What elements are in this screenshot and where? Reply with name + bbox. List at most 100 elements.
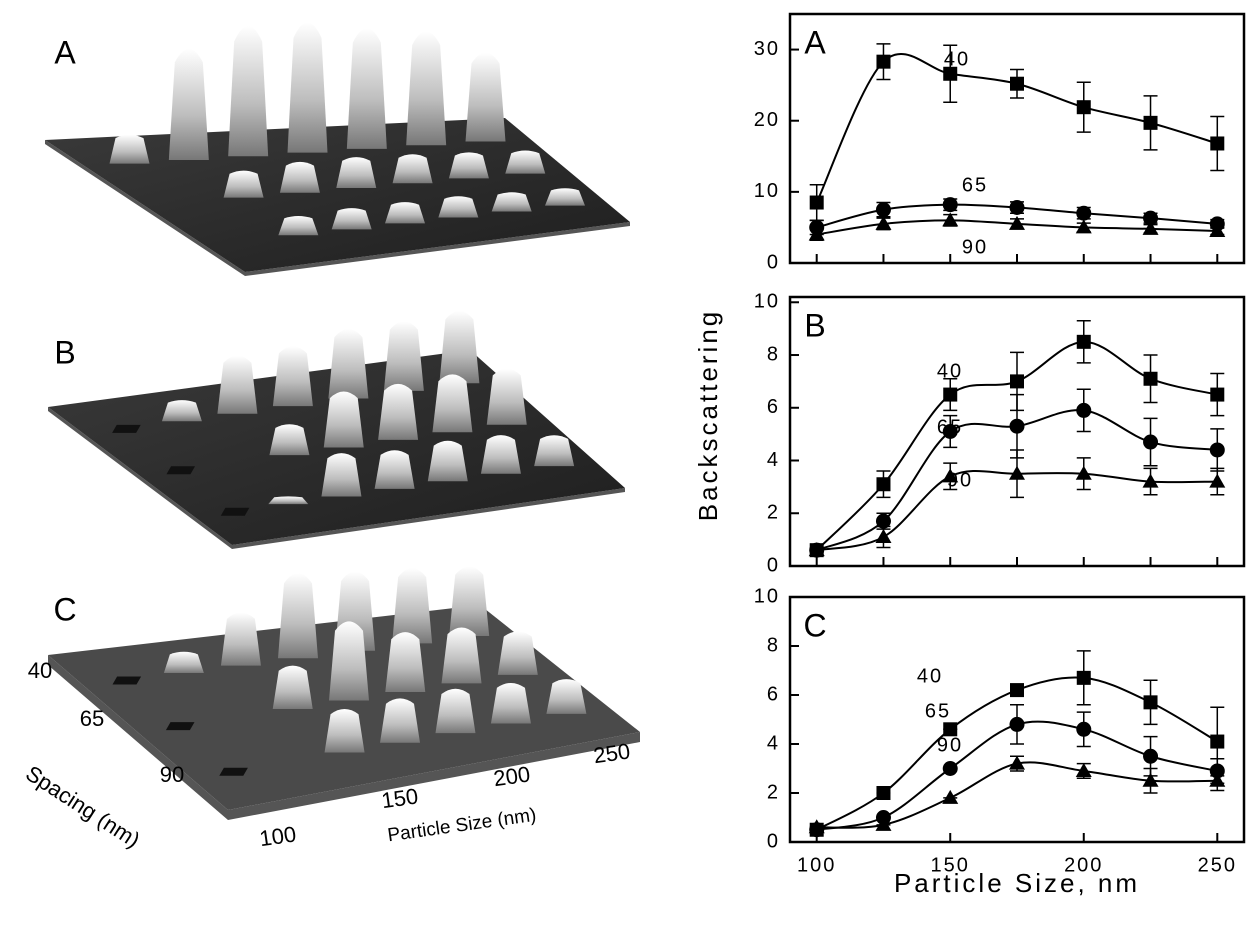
- peak: [268, 496, 308, 504]
- y-tick-label: 4: [767, 449, 780, 471]
- peak: [505, 150, 545, 173]
- y-tick-label: 10: [754, 585, 780, 607]
- series-label: 65: [962, 174, 988, 196]
- peak: [110, 135, 150, 164]
- size-tick-label: 200: [492, 761, 532, 791]
- panel-label: B: [804, 307, 825, 343]
- spacing-tick-label: 65: [80, 706, 104, 731]
- marker: [942, 790, 958, 804]
- y-tick-label: 30: [754, 38, 780, 60]
- marker: [876, 55, 890, 69]
- y-tick-label: 4: [767, 732, 780, 754]
- panel-label: C: [803, 607, 826, 643]
- peak: [492, 192, 532, 211]
- peak: [328, 329, 368, 398]
- y-tick-label: 6: [767, 683, 780, 705]
- x-tick-label: 250: [1198, 854, 1237, 876]
- peak: [228, 26, 268, 156]
- y-tick-label: 2: [767, 781, 780, 803]
- spacing-tick-label: 90: [160, 762, 184, 787]
- marker: [1143, 749, 1158, 764]
- marker: [943, 197, 958, 212]
- series-label: 90: [937, 734, 963, 756]
- x-axis-label: Particle Size, nm: [894, 868, 1140, 898]
- peak: [169, 49, 209, 160]
- pit: [166, 722, 195, 730]
- peak: [406, 31, 446, 145]
- marker: [1010, 374, 1024, 388]
- marker: [1077, 100, 1091, 114]
- marker: [1010, 683, 1024, 697]
- marker: [1010, 200, 1025, 215]
- size-label: Particle Size (nm): [386, 805, 537, 847]
- marker: [1210, 136, 1224, 150]
- peak: [224, 171, 264, 198]
- peak: [278, 573, 318, 658]
- spacing-label: Spacing (nm): [21, 760, 144, 852]
- surface-plots: A B C 40 65 90 Spacing (nm) 100 150 200 250 Particl…: [21, 22, 640, 852]
- peak: [332, 208, 372, 229]
- size-tick-label: 250: [592, 738, 632, 768]
- y-tick-label: 8: [767, 634, 780, 656]
- peak: [432, 374, 472, 432]
- peak: [324, 392, 364, 448]
- peak: [375, 450, 415, 489]
- y-tick-label: 0: [767, 251, 780, 273]
- peak: [534, 435, 574, 466]
- panel-label: C: [53, 591, 76, 627]
- y-tick-label: 0: [767, 554, 780, 576]
- series-label: 40: [944, 48, 970, 70]
- peak: [392, 568, 432, 643]
- peak: [325, 709, 365, 752]
- peak: [491, 683, 531, 724]
- peak: [221, 613, 261, 666]
- peak: [385, 632, 425, 692]
- marker: [1209, 474, 1225, 488]
- peak: [280, 162, 320, 193]
- marker: [1210, 735, 1224, 749]
- marker: [876, 202, 891, 217]
- pit: [221, 508, 250, 516]
- marker: [1076, 722, 1091, 737]
- series-label: 90: [947, 469, 973, 491]
- marker: [1143, 435, 1158, 450]
- size-tick-label: 150: [380, 783, 420, 813]
- y-tick-label: 20: [754, 109, 780, 131]
- peak: [347, 28, 387, 149]
- peak: [498, 631, 538, 674]
- series-label: 40: [937, 360, 963, 382]
- pit: [112, 676, 141, 684]
- marker: [943, 761, 958, 776]
- peak: [438, 196, 478, 217]
- peak: [393, 154, 433, 183]
- peak: [449, 152, 489, 178]
- panel-label: A: [54, 34, 76, 70]
- marker: [875, 529, 891, 543]
- marker: [1077, 335, 1091, 349]
- peak: [487, 369, 527, 425]
- peak: [336, 157, 376, 188]
- y-tick-label: 6: [767, 396, 780, 418]
- spacing-tick-label: 40: [28, 658, 52, 683]
- marker: [1144, 372, 1158, 386]
- peak: [428, 441, 468, 482]
- pit: [166, 466, 195, 474]
- peak: [481, 435, 521, 474]
- marker: [1144, 116, 1158, 130]
- panel-label: B: [54, 334, 75, 370]
- y-tick-label: 2: [767, 502, 780, 524]
- marker: [1010, 77, 1024, 91]
- y-tick-label: 10: [754, 291, 780, 313]
- peak: [442, 627, 482, 683]
- peak: [466, 53, 506, 142]
- marker: [810, 196, 824, 210]
- peak: [164, 652, 204, 673]
- peak: [321, 453, 361, 496]
- pit: [219, 768, 248, 776]
- marker: [943, 388, 957, 402]
- x-tick-label: 100: [797, 854, 836, 876]
- series-label: 65: [937, 416, 963, 438]
- peak: [546, 679, 586, 714]
- size-tick-label: 100: [258, 821, 298, 851]
